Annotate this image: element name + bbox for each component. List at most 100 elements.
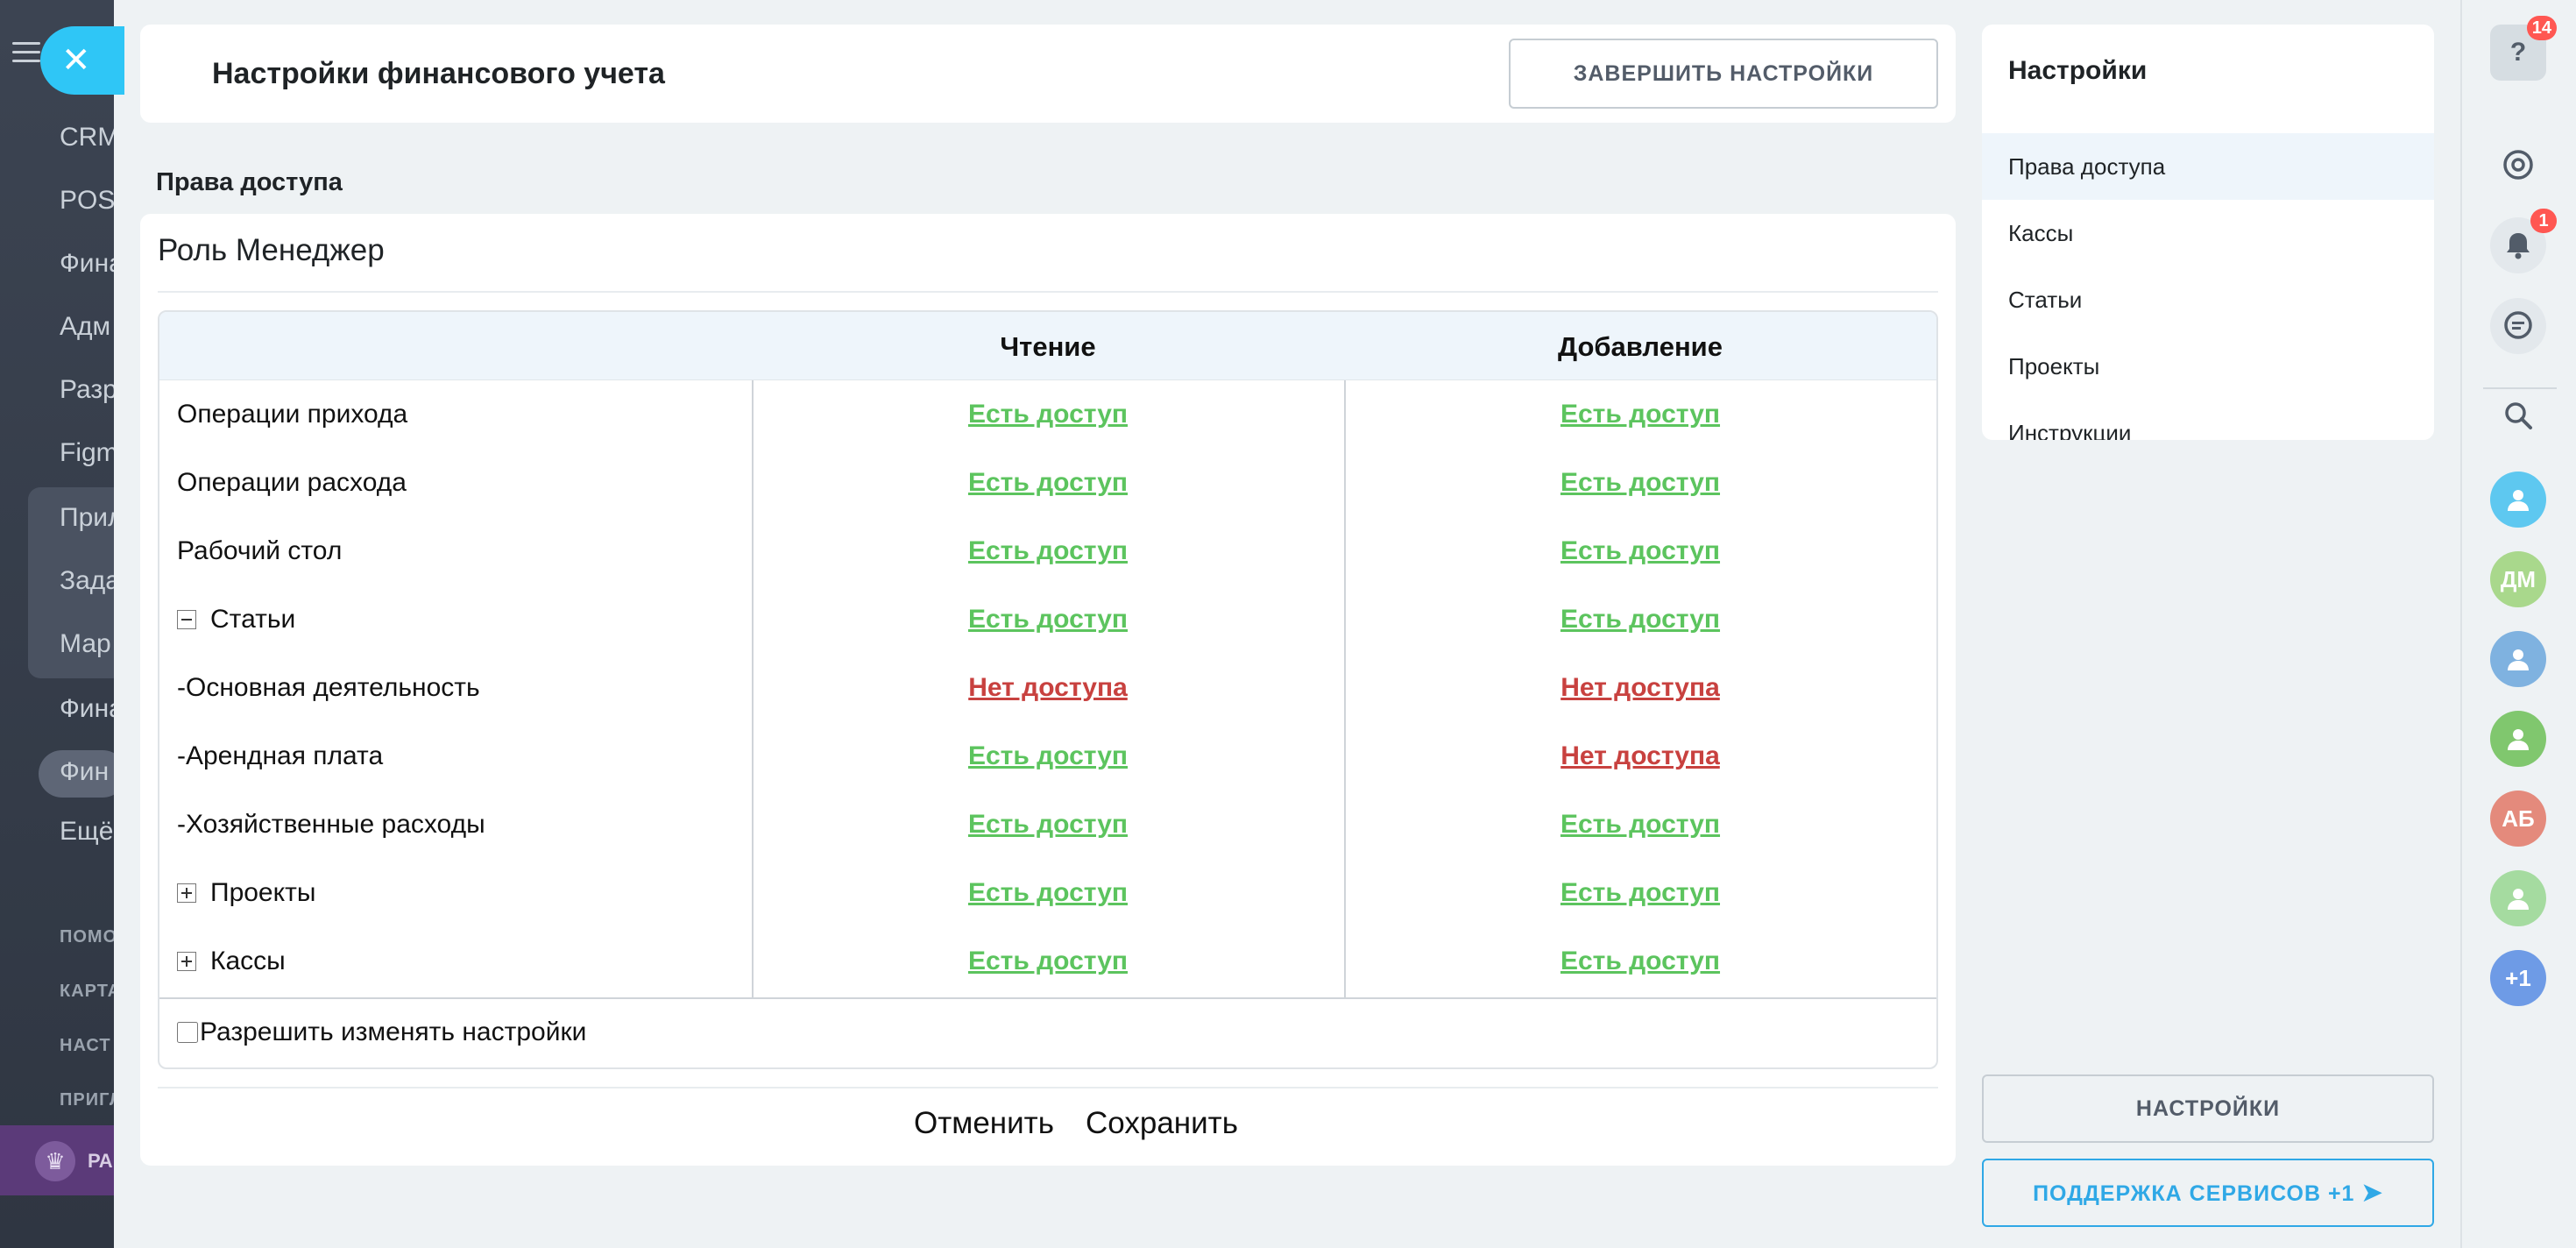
table-row: Рабочий стол Есть доступ Есть доступ — [159, 517, 1936, 585]
read-access-link[interactable]: Есть доступ — [967, 605, 1129, 634]
bg-nav-item: Figm — [60, 438, 118, 467]
finish-settings-button[interactable]: ЗАВЕРШИТЬ НАСТРОЙКИ — [1509, 39, 1938, 109]
divider — [2483, 387, 2557, 389]
read-access-link[interactable]: Нет доступа — [968, 673, 1128, 702]
bg-nav-item: Адм — [60, 312, 111, 341]
read-access-link[interactable]: Есть доступ — [967, 947, 1129, 975]
avatar-glyph-icon — [2508, 649, 2529, 670]
permission-label: -Основная деятельность — [177, 673, 480, 702]
settings-menu-item[interactable]: Права доступа — [1982, 133, 2434, 200]
bg-nav-item: Фина — [60, 694, 124, 723]
permission-name: Операции прихода — [177, 380, 407, 449]
bg-nav-item: Прил — [60, 503, 124, 532]
table-row: Проекты Есть доступ Есть доступ — [159, 859, 1936, 927]
add-access-link[interactable]: Нет доступа — [1560, 741, 1720, 770]
add-access-link[interactable]: Есть доступ — [1560, 810, 1721, 839]
cancel-button[interactable]: Отменить — [914, 1106, 1054, 1140]
permission-name: -Хозяйственные расходы — [177, 791, 485, 859]
read-access-link[interactable]: Есть доступ — [967, 741, 1129, 770]
add-access-link[interactable]: Есть доступ — [1560, 468, 1721, 497]
permission-name: -Арендная плата — [177, 722, 383, 791]
save-button[interactable]: Сохранить — [1086, 1106, 1238, 1140]
permissions-table: Чтение Добавление Операции прихода Есть д… — [158, 310, 1938, 1069]
table-row: -Хозяйственные расходы Есть доступ Есть до… — [159, 791, 1936, 859]
group-users-icon[interactable] — [2490, 711, 2546, 767]
add-access-link[interactable]: Есть доступ — [1560, 878, 1721, 907]
role-title: Роль Менеджер — [158, 233, 385, 267]
telegram-plane-icon: ➤ — [2361, 1179, 2383, 1206]
help-badge: 14 — [2526, 16, 2557, 40]
section-label: Права доступа — [156, 168, 343, 196]
support-services-label: ПОДДЕРЖКА СЕРВИСОВ +1 — [2033, 1181, 2355, 1206]
column-divider — [752, 380, 754, 997]
notifications-button[interactable]: 1 — [2490, 209, 2557, 273]
bg-nav-group — [28, 487, 124, 678]
bg-nav-item: Разр — [60, 375, 117, 404]
read-access-link[interactable]: Есть доступ — [967, 810, 1129, 839]
table-row: Кассы Есть доступ Есть доступ — [159, 927, 1936, 996]
table-row: -Арендная плата Есть доступ Нет доступа — [159, 722, 1936, 791]
chat-icon — [2504, 311, 2532, 339]
right-rail: ? 14 1 ДМ АБ +1 — [2460, 0, 2576, 1248]
divider — [159, 997, 1936, 999]
settings-menu-item[interactable]: Кассы — [2008, 220, 2074, 246]
bg-nav-item: POS — [60, 186, 116, 215]
permission-name: Рабочий стол — [177, 517, 342, 585]
notifications-badge: 1 — [2530, 209, 2557, 233]
add-access-link[interactable]: Нет доступа — [1560, 673, 1720, 702]
hamburger-menu-icon — [12, 42, 40, 63]
background-sidebar: CRM POS Фина Адм Разр Figm Прил Зада Мар… — [0, 0, 126, 1248]
settings-menu-item[interactable]: Статьи — [2008, 287, 2083, 313]
permission-label: -Хозяйственные расходы — [177, 810, 485, 839]
permission-name: Кассы — [177, 927, 286, 996]
help-button[interactable]: ? 14 — [2490, 16, 2557, 81]
column-header-add: Добавление — [1558, 331, 1723, 362]
activity-stream-button[interactable] — [2490, 137, 2546, 193]
add-access-link[interactable]: Есть доступ — [1560, 536, 1721, 565]
close-slider-button[interactable]: ✕ — [40, 26, 124, 95]
settings-menu-item[interactable]: Инструкции — [2008, 420, 2132, 440]
bg-nav-small: НАСТ — [60, 1036, 111, 1055]
bg-nav-item: Ещё — [60, 817, 114, 846]
allow-edit-settings-row[interactable]: Разрешить изменять настройки — [177, 1013, 586, 1052]
expand-icon[interactable] — [177, 883, 196, 903]
support-services-button[interactable]: ПОДДЕРЖКА СЕРВИСОВ +1 ➤ — [1982, 1159, 2434, 1227]
read-access-link[interactable]: Есть доступ — [967, 536, 1129, 565]
table-row: Операции расхода Есть доступ Есть доступ — [159, 449, 1936, 517]
settings-menu-item[interactable]: Проекты — [2008, 353, 2100, 379]
user-initials-avatar[interactable]: АБ — [2490, 791, 2546, 847]
close-icon: ✕ — [61, 41, 91, 80]
column-header-read: Чтение — [1000, 331, 1096, 362]
add-access-link[interactable]: Есть доступ — [1560, 605, 1721, 634]
settings-menu-title: Настройки — [2008, 56, 2148, 85]
messenger-button[interactable] — [2490, 298, 2546, 354]
add-access-link[interactable]: Есть доступ — [1560, 400, 1721, 429]
bg-nav-item: Фин — [60, 757, 110, 786]
table-header: Чтение Добавление — [159, 312, 1936, 380]
table-row: Статьи Есть доступ Есть доступ — [159, 585, 1936, 654]
pulse-icon — [2503, 150, 2533, 180]
permission-name: Статьи — [177, 585, 295, 654]
settings-slider: Настройки финансового учета ЗАВЕРШИТЬ НА… — [114, 0, 2462, 1248]
read-access-link[interactable]: Есть доступ — [967, 878, 1129, 907]
user-initials-avatar[interactable]: ДМ — [2490, 551, 2546, 607]
settings-button[interactable]: НАСТРОЙКИ — [1982, 1074, 2434, 1143]
group-users-icon[interactable] — [2490, 631, 2546, 687]
expand-icon[interactable] — [177, 952, 196, 971]
collapse-icon[interactable] — [177, 610, 196, 629]
read-access-link[interactable]: Есть доступ — [967, 468, 1129, 497]
chat-bubbles-icon[interactable] — [2490, 472, 2546, 528]
search-button[interactable] — [2490, 387, 2546, 443]
bg-nav-item: Зада — [60, 566, 120, 595]
permission-name: Операции расхода — [177, 449, 407, 517]
document-icon[interactable] — [2490, 870, 2546, 926]
divider — [158, 1087, 1938, 1088]
allow-edit-checkbox[interactable] — [177, 1022, 198, 1043]
avatar-initials: ДМ — [2500, 565, 2537, 592]
bg-nav-small: КАРТА — [60, 982, 122, 1001]
permission-label: Кассы — [210, 947, 286, 975]
crown-icon: ♛ — [35, 1141, 75, 1181]
add-access-link[interactable]: Есть доступ — [1560, 947, 1721, 975]
more-count-avatar[interactable]: +1 — [2490, 950, 2546, 1006]
read-access-link[interactable]: Есть доступ — [967, 400, 1129, 429]
